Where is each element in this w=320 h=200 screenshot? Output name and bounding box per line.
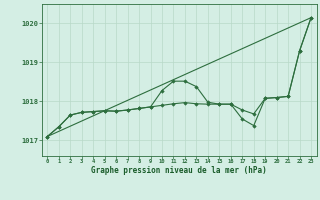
X-axis label: Graphe pression niveau de la mer (hPa): Graphe pression niveau de la mer (hPa)	[91, 166, 267, 175]
